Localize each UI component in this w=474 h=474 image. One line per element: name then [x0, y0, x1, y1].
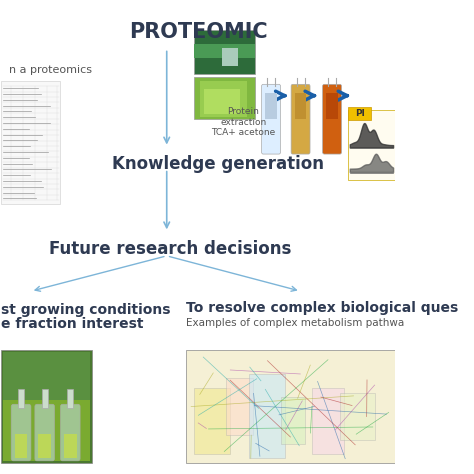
FancyBboxPatch shape: [226, 378, 253, 435]
FancyBboxPatch shape: [194, 388, 230, 454]
FancyBboxPatch shape: [295, 93, 307, 119]
FancyBboxPatch shape: [340, 392, 375, 439]
FancyBboxPatch shape: [67, 389, 73, 408]
FancyBboxPatch shape: [186, 350, 395, 463]
FancyBboxPatch shape: [265, 93, 277, 119]
FancyBboxPatch shape: [312, 388, 344, 454]
FancyBboxPatch shape: [3, 353, 90, 400]
Text: Pl: Pl: [355, 109, 365, 118]
FancyBboxPatch shape: [11, 404, 31, 461]
FancyBboxPatch shape: [281, 397, 304, 444]
FancyBboxPatch shape: [64, 434, 77, 457]
FancyBboxPatch shape: [1, 82, 61, 204]
FancyBboxPatch shape: [323, 84, 342, 154]
Text: n a proteomics: n a proteomics: [9, 65, 92, 75]
FancyBboxPatch shape: [262, 84, 281, 154]
Text: Knowledge generation: Knowledge generation: [111, 155, 324, 173]
Text: e fraction interest: e fraction interest: [1, 317, 144, 331]
FancyBboxPatch shape: [222, 47, 237, 66]
FancyBboxPatch shape: [61, 404, 80, 461]
Text: Protein
extraction
TCA+ acetone: Protein extraction TCA+ acetone: [211, 108, 275, 137]
Text: Future research decisions: Future research decisions: [49, 240, 291, 258]
Text: To resolve complex biological ques: To resolve complex biological ques: [186, 301, 459, 315]
FancyBboxPatch shape: [194, 44, 255, 58]
Text: Examples of complex metabolism pathwa: Examples of complex metabolism pathwa: [186, 318, 405, 328]
FancyBboxPatch shape: [42, 389, 48, 408]
FancyBboxPatch shape: [194, 30, 255, 74]
FancyBboxPatch shape: [249, 374, 285, 458]
FancyBboxPatch shape: [194, 77, 255, 119]
FancyBboxPatch shape: [348, 107, 372, 120]
FancyBboxPatch shape: [326, 93, 338, 119]
Text: st growing conditions: st growing conditions: [1, 303, 171, 317]
FancyBboxPatch shape: [35, 404, 55, 461]
FancyBboxPatch shape: [38, 434, 51, 457]
FancyBboxPatch shape: [1, 350, 92, 463]
FancyBboxPatch shape: [15, 434, 27, 457]
FancyBboxPatch shape: [3, 400, 90, 461]
FancyBboxPatch shape: [348, 110, 395, 181]
FancyBboxPatch shape: [200, 82, 247, 117]
Text: PROTEOMIC: PROTEOMIC: [129, 22, 267, 42]
FancyBboxPatch shape: [18, 389, 24, 408]
FancyBboxPatch shape: [291, 84, 310, 154]
FancyBboxPatch shape: [204, 89, 239, 115]
